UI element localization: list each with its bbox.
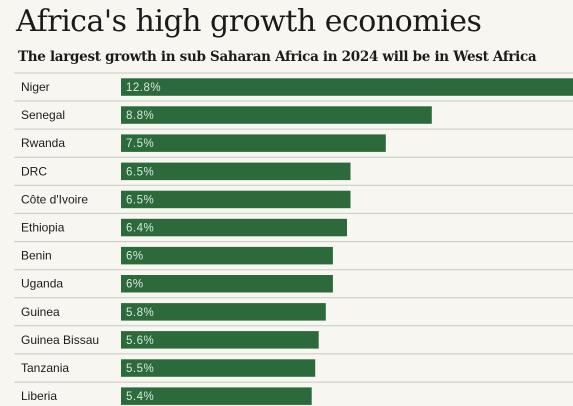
category-label: Ethiopia bbox=[21, 221, 65, 235]
bar bbox=[121, 190, 351, 209]
bar bbox=[121, 303, 326, 321]
bar bbox=[121, 387, 312, 405]
bar bbox=[121, 218, 347, 237]
value-label: 6% bbox=[126, 279, 144, 291]
value-label: 6.5% bbox=[126, 194, 154, 206]
bar bbox=[121, 331, 319, 349]
category-label: Tanzania bbox=[21, 361, 69, 375]
chart-title: Africa's high growth economies bbox=[16, 4, 482, 39]
bar bbox=[121, 359, 316, 377]
category-label: Niger bbox=[21, 80, 50, 94]
category-label: Uganda bbox=[21, 277, 63, 291]
category-label: Côte d'Ivoire bbox=[21, 192, 88, 206]
value-label: 5.8% bbox=[126, 307, 154, 319]
category-label: Senegal bbox=[21, 108, 65, 122]
bar bbox=[121, 134, 386, 152]
category-label: DRC bbox=[21, 164, 47, 178]
bar bbox=[121, 162, 351, 181]
category-label: Benin bbox=[21, 249, 52, 263]
category-label: Guinea bbox=[21, 305, 60, 319]
bar bbox=[121, 78, 573, 96]
bar bbox=[121, 275, 333, 293]
category-label: Guinea Bissau bbox=[21, 333, 99, 347]
value-label: 6.4% bbox=[126, 223, 154, 235]
value-label: 12.8% bbox=[126, 82, 161, 94]
value-label: 5.5% bbox=[126, 363, 154, 375]
chart-subtitle: The largest growth in sub Saharan Africa… bbox=[18, 49, 537, 65]
category-label: Rwanda bbox=[21, 136, 65, 150]
value-label: 6% bbox=[126, 251, 144, 263]
value-label: 8.8% bbox=[126, 110, 154, 122]
value-label: 7.5% bbox=[126, 138, 154, 150]
bar bbox=[121, 106, 432, 124]
category-label: Liberia bbox=[21, 389, 57, 403]
bar bbox=[121, 246, 333, 265]
value-label: 5.6% bbox=[126, 335, 154, 347]
value-label: 6.5% bbox=[126, 166, 154, 178]
value-label: 5.4% bbox=[126, 391, 154, 403]
